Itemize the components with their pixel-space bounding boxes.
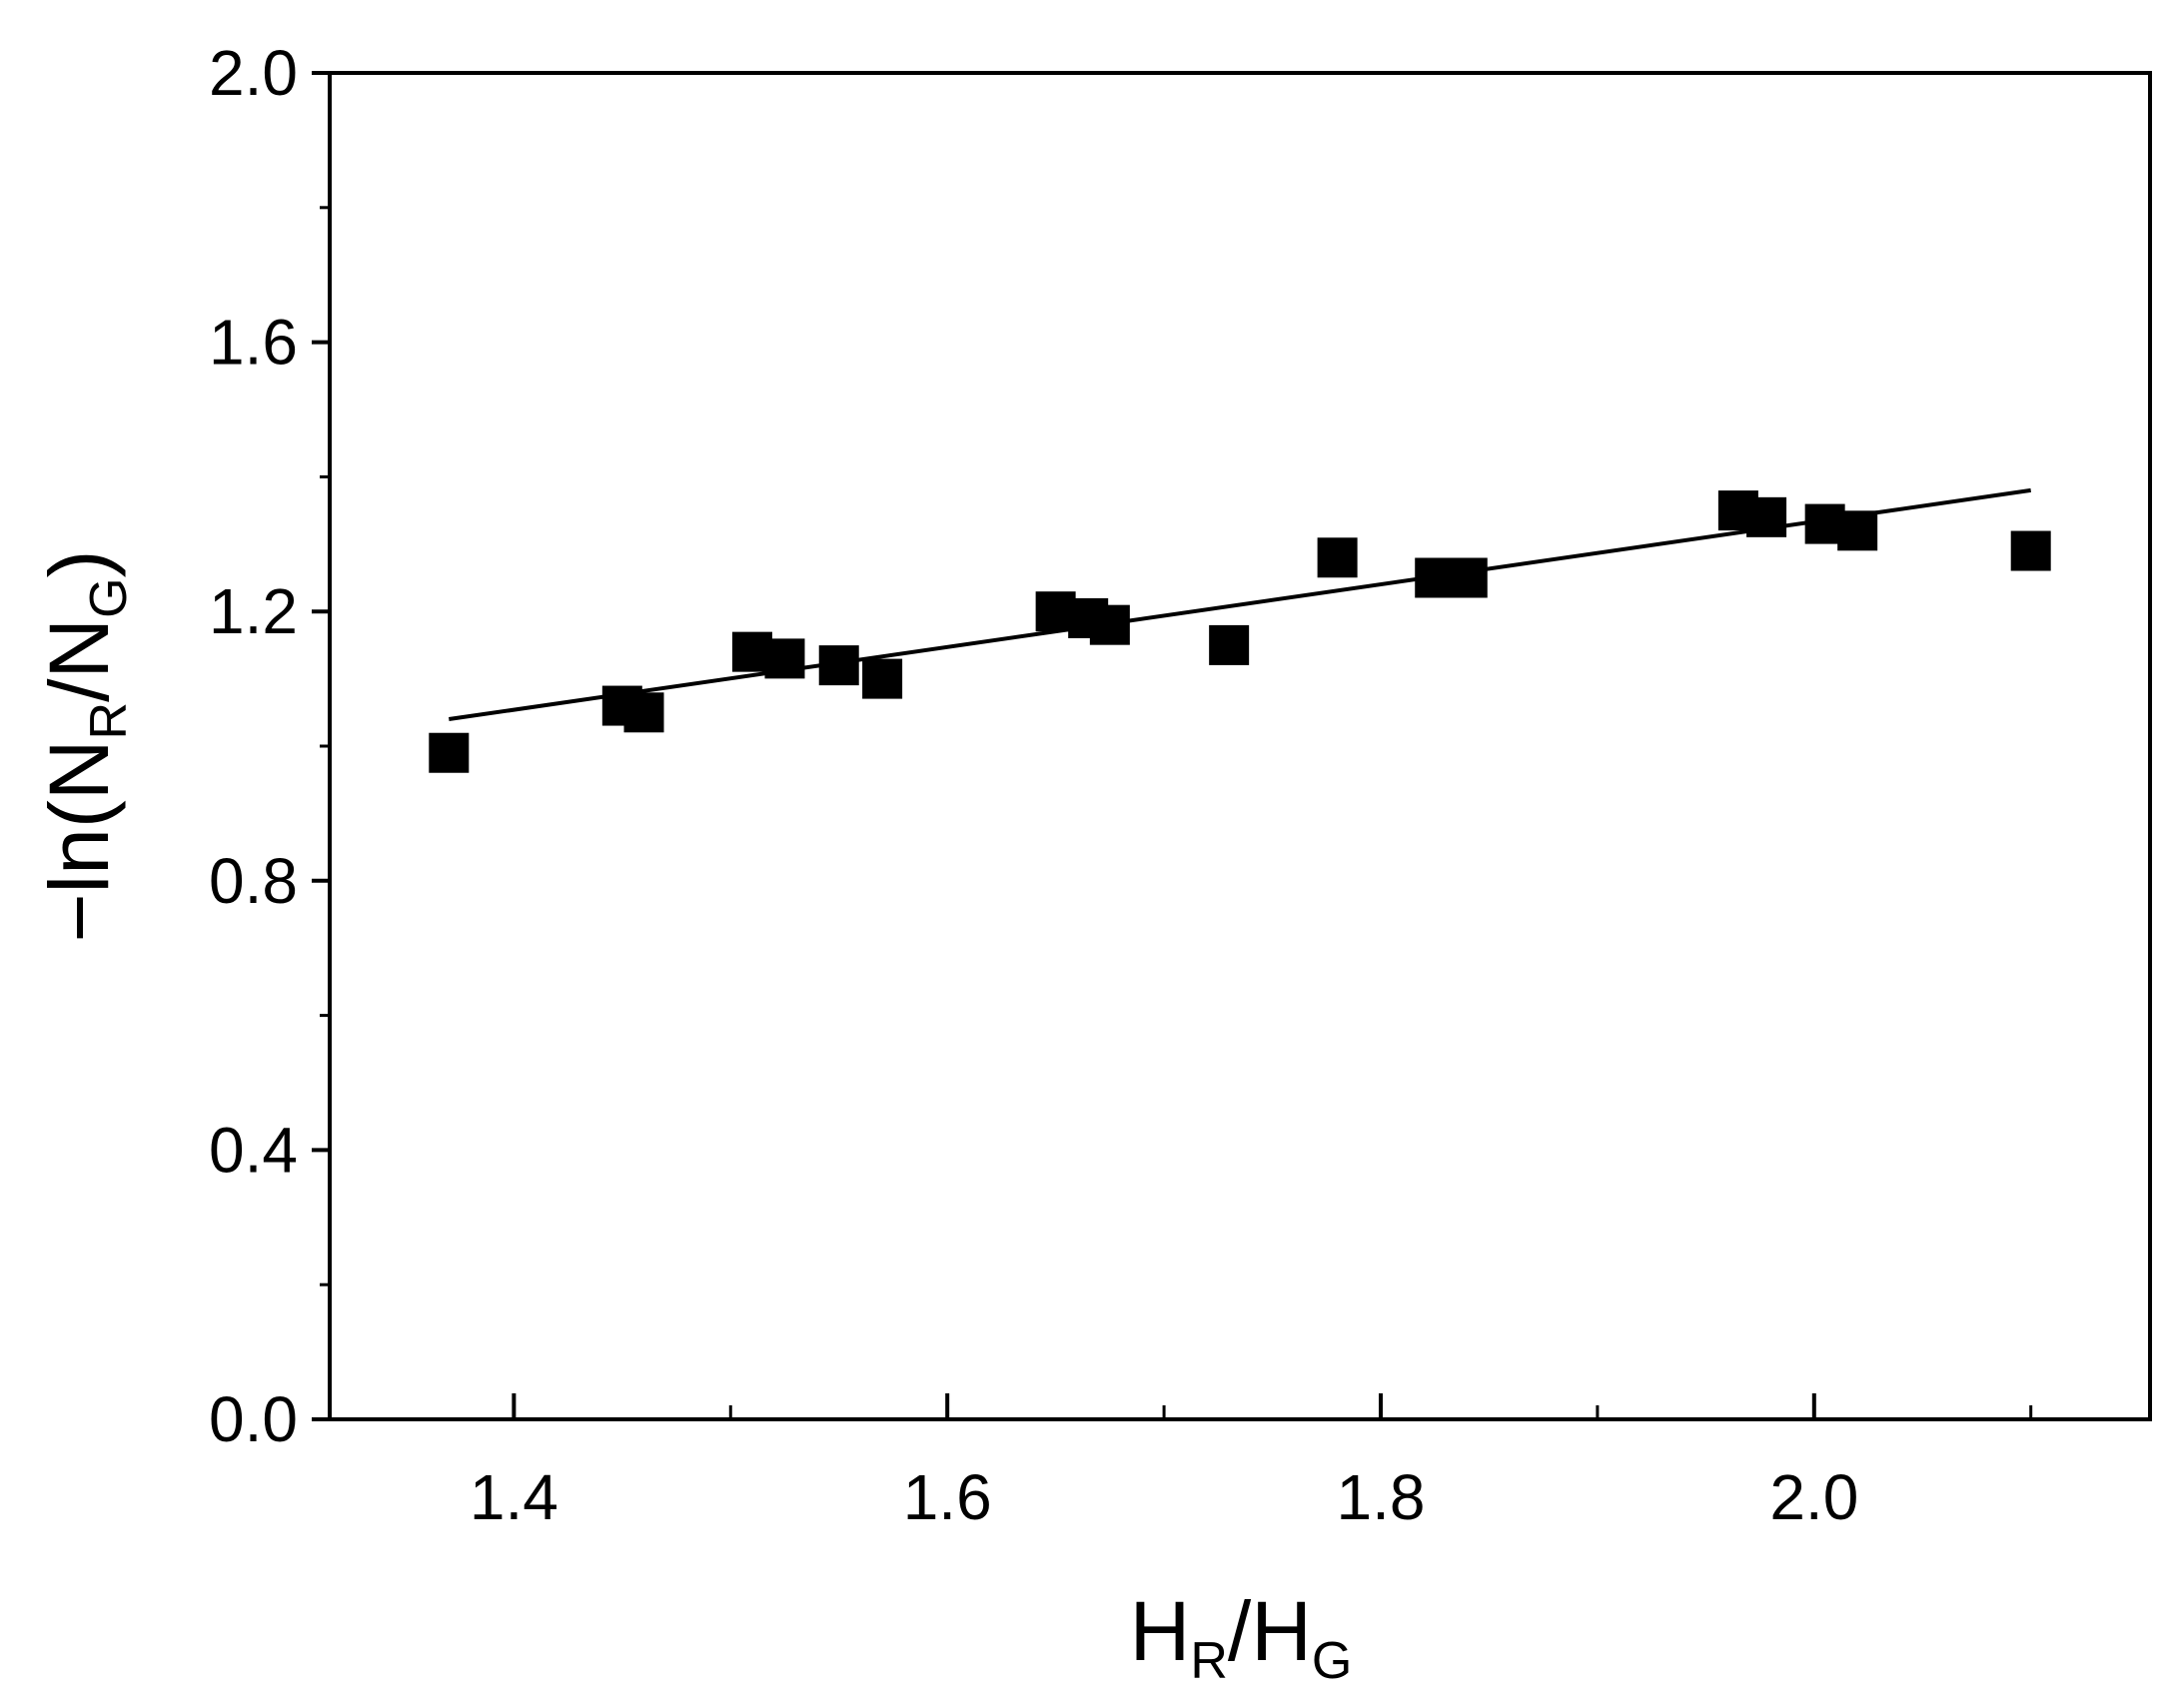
data-point-6 bbox=[862, 658, 903, 699]
y-axis-title-sub2: G bbox=[80, 577, 138, 617]
data-point-15 bbox=[1746, 496, 1787, 537]
y-tick-label-3: 1.2 bbox=[209, 575, 298, 647]
data-point-17 bbox=[1837, 510, 1878, 551]
x-axis-title-slash: / bbox=[1228, 1584, 1252, 1678]
y-axis-title-main2: N bbox=[32, 618, 126, 679]
data-point-13 bbox=[1447, 557, 1488, 598]
x-axis-title-main1: H bbox=[1130, 1584, 1191, 1678]
data-points bbox=[429, 490, 2051, 773]
fit-line bbox=[449, 487, 2031, 722]
y-tick-label-5: 2.0 bbox=[209, 37, 298, 109]
y-axis-title-sub1: R bbox=[80, 702, 138, 740]
y-axis-title-suffix: ) bbox=[32, 549, 126, 577]
x-tick-label-0: 1.4 bbox=[470, 1461, 558, 1533]
data-point-2 bbox=[623, 692, 664, 733]
y-axis-title-main1: N bbox=[32, 739, 126, 800]
y-tick-label-1: 0.4 bbox=[209, 1114, 298, 1186]
x-axis-title-sub1: R bbox=[1190, 1632, 1228, 1690]
x-tick-label-1: 1.6 bbox=[903, 1461, 992, 1533]
data-point-4 bbox=[764, 638, 805, 679]
x-tick-label-2: 1.8 bbox=[1337, 1461, 1426, 1533]
y-tick-label-0: 0.0 bbox=[209, 1383, 298, 1455]
data-point-9 bbox=[1089, 604, 1130, 645]
axis-tick-labels: 1.4 1.6 1.8 2.0 0.0 0.4 0.8 1.2 1.6 2.0 bbox=[209, 37, 1858, 1533]
y-axis-title: −ln(NR/NG) bbox=[32, 549, 138, 942]
x-tick-label-3: 2.0 bbox=[1769, 1461, 1858, 1533]
y-axis-title-slash: / bbox=[32, 678, 126, 702]
y-axis-title-prefix: −ln( bbox=[32, 800, 126, 942]
y-tick-label-2: 0.8 bbox=[209, 845, 298, 917]
x-axis-title: HR/HG bbox=[1130, 1584, 1353, 1690]
data-point-5 bbox=[818, 645, 859, 686]
data-point-11 bbox=[1317, 537, 1358, 578]
data-point-10 bbox=[1209, 624, 1250, 665]
data-point-0 bbox=[429, 732, 470, 773]
data-point-18 bbox=[2010, 530, 2051, 571]
axis-ticks bbox=[312, 71, 2033, 1421]
plot-frame bbox=[328, 71, 2152, 1421]
x-axis-title-sub2: G bbox=[1312, 1632, 1352, 1690]
y-tick-label-4: 1.6 bbox=[209, 307, 298, 379]
x-axis-title-main2: H bbox=[1251, 1584, 1312, 1678]
